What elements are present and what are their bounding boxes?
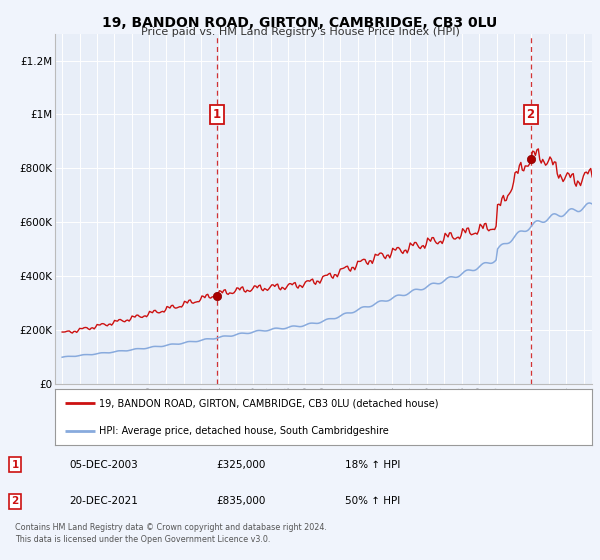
Text: 2: 2 [527, 108, 535, 121]
Text: 05-DEC-2003: 05-DEC-2003 [69, 460, 138, 470]
Text: Price paid vs. HM Land Registry's House Price Index (HPI): Price paid vs. HM Land Registry's House … [140, 27, 460, 37]
Text: 1: 1 [213, 108, 221, 121]
Text: HPI: Average price, detached house, South Cambridgeshire: HPI: Average price, detached house, Sout… [99, 426, 389, 436]
Text: Contains HM Land Registry data © Crown copyright and database right 2024.
This d: Contains HM Land Registry data © Crown c… [15, 523, 327, 544]
Text: 50% ↑ HPI: 50% ↑ HPI [345, 496, 400, 506]
Text: 1: 1 [11, 460, 19, 470]
Text: £835,000: £835,000 [216, 496, 265, 506]
Text: 2: 2 [11, 496, 19, 506]
Text: 19, BANDON ROAD, GIRTON, CAMBRIDGE, CB3 0LU (detached house): 19, BANDON ROAD, GIRTON, CAMBRIDGE, CB3 … [99, 398, 439, 408]
Text: £325,000: £325,000 [216, 460, 265, 470]
Text: 20-DEC-2021: 20-DEC-2021 [69, 496, 138, 506]
Text: 19, BANDON ROAD, GIRTON, CAMBRIDGE, CB3 0LU: 19, BANDON ROAD, GIRTON, CAMBRIDGE, CB3 … [103, 16, 497, 30]
Text: 18% ↑ HPI: 18% ↑ HPI [345, 460, 400, 470]
